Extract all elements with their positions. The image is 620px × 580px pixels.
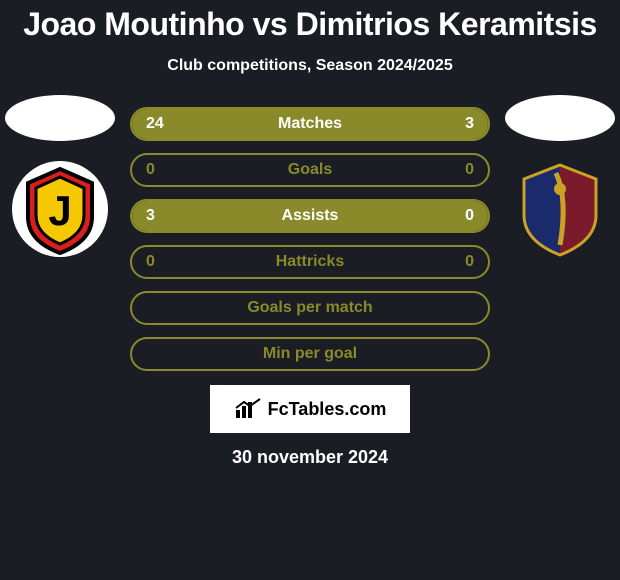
page-title: Joao Moutinho vs Dimitrios Keramitsis — [23, 6, 597, 43]
bar-label: Min per goal — [263, 345, 357, 363]
main-row: J Matches243Goals00Assists30Hattricks00G… — [0, 107, 620, 371]
svg-text:J: J — [48, 187, 71, 234]
bar-value-right: 0 — [465, 253, 474, 271]
brand-box: FcTables.com — [210, 385, 410, 433]
bar-value-left: 0 — [146, 253, 155, 271]
bar-value-left: 24 — [146, 115, 164, 133]
player-left-photo — [5, 95, 115, 141]
bar-value-right: 0 — [465, 161, 474, 179]
player-right-photo — [505, 95, 615, 141]
stat-bar-min-per-goal: Min per goal — [130, 337, 490, 371]
bar-label: Hattricks — [276, 253, 344, 271]
stat-bars: Matches243Goals00Assists30Hattricks00Goa… — [130, 107, 490, 371]
bar-label: Goals — [288, 161, 332, 179]
stat-bar-goals: Goals 0 0 — [130, 153, 490, 187]
stat-bar-assists: Assists 3 0 — [130, 199, 490, 233]
bar-label: Goals per match — [247, 299, 372, 317]
player-left-column: J — [0, 95, 120, 259]
brand-chart-icon — [234, 398, 262, 420]
bar-value-left: 3 — [146, 207, 155, 225]
bar-value-right: 0 — [465, 207, 474, 225]
bar-value-right: 3 — [465, 115, 474, 133]
jagiellonia-badge-icon: J — [10, 159, 110, 259]
bar-label: Assists — [282, 207, 339, 225]
stat-bar-hattricks: Hattricks 0 0 — [130, 245, 490, 279]
comparison-card: Joao Moutinho vs Dimitrios Keramitsis Cl… — [0, 0, 620, 580]
bar-label: Matches — [278, 115, 342, 133]
stat-bar-goals-per-match: Goals per match — [130, 291, 490, 325]
player-right-column — [500, 95, 620, 259]
subtitle: Club competitions, Season 2024/2025 — [167, 57, 452, 75]
date-label: 30 november 2024 — [232, 447, 388, 468]
brand-text: FcTables.com — [268, 399, 387, 420]
pogon-badge-icon — [510, 159, 610, 259]
stat-bar-matches: Matches 24 3 — [130, 107, 490, 141]
club-right-badge — [510, 159, 610, 259]
club-left-badge: J — [10, 159, 110, 259]
bar-value-left: 0 — [146, 161, 155, 179]
